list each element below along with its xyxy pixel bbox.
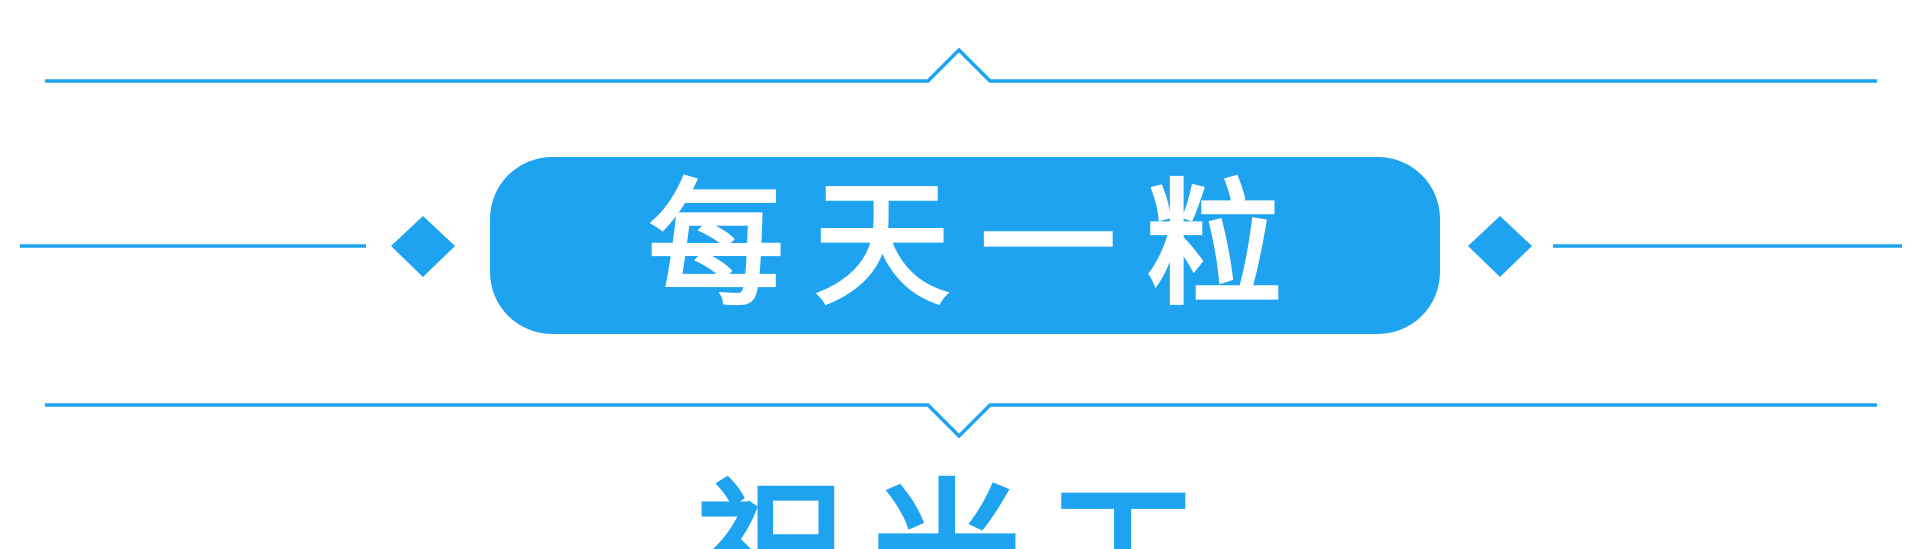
- left-diamond-icon: [391, 216, 455, 277]
- title-text: 每天一粒: [648, 166, 1312, 325]
- subtitle-text: 祝米工: [0, 478, 1920, 549]
- bottom-divider-with-chevron-down-icon: [45, 403, 1877, 439]
- right-diamond-icon: [1468, 216, 1532, 277]
- top-divider-with-chevron-up-icon: [45, 47, 1877, 83]
- title-pill: 每天一粒: [490, 157, 1440, 334]
